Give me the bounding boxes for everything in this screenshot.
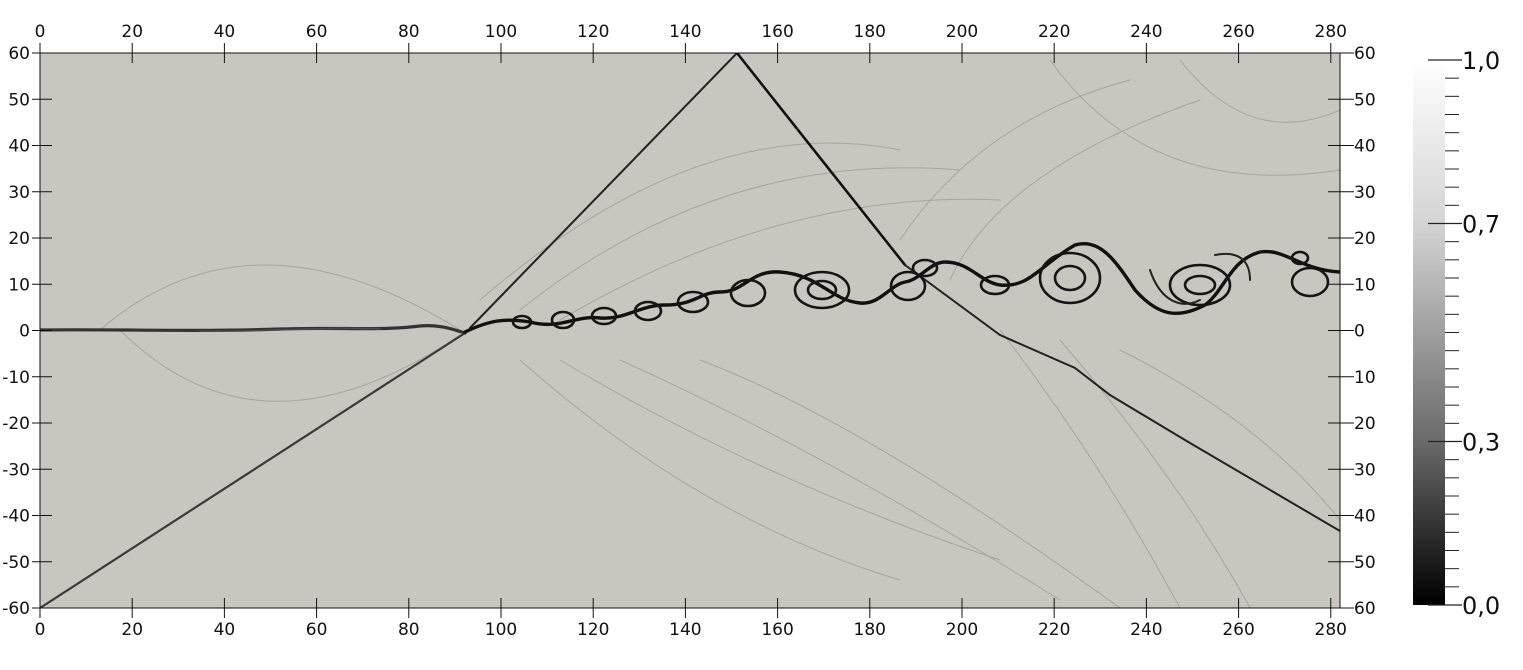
- y-tick-right-label: 0: [1354, 322, 1365, 342]
- y-tick-right-label: 20: [1354, 414, 1376, 434]
- x-tick-top-label: 280: [1315, 22, 1347, 42]
- y-tick-left-label: 20: [8, 229, 30, 249]
- y-tick-right-label: 20: [1354, 229, 1376, 249]
- y-tick-right-label: 10: [1354, 368, 1376, 388]
- y-tick-left-label: -50: [2, 553, 30, 573]
- x-axis-bottom: 0 20 40 60 80 100 120 140 160 180 200 220 240 260 280: [35, 598, 1347, 640]
- x-tick-top-label: 60: [306, 22, 328, 42]
- y-tick-left-label: 30: [8, 183, 30, 203]
- x-tick-bottom-label: 80: [398, 620, 420, 640]
- vortex-street: [463, 242, 1340, 334]
- y-tick-left-label: 60: [8, 44, 30, 64]
- y-tick-left-label: 40: [8, 137, 30, 157]
- x-tick-bottom-label: 220: [1038, 620, 1070, 640]
- colorbar: [1413, 60, 1445, 605]
- x-tick-top-label: 100: [485, 22, 517, 42]
- y-tick-right-label: 30: [1354, 460, 1376, 480]
- x-tick-bottom-label: 280: [1315, 620, 1347, 640]
- x-tick-bottom-label: 140: [669, 620, 701, 640]
- y-tick-left-label: -20: [2, 414, 30, 434]
- y-tick-right-label: 50: [1354, 553, 1376, 573]
- y-tick-left-label: -30: [2, 460, 30, 480]
- y-tick-left-label: 0: [19, 322, 30, 342]
- y-tick-right-label: 40: [1354, 137, 1376, 157]
- x-tick-top-label: 80: [398, 22, 420, 42]
- x-tick-top-label: 140: [669, 22, 701, 42]
- x-tick-bottom-label: 40: [214, 620, 236, 640]
- reflected-shock: [735, 53, 907, 267]
- colorbar-label: 0,0: [1462, 592, 1500, 620]
- colorbar-ticks: 1,0 0,7 0,3 0,0: [1428, 47, 1500, 620]
- flow-features: [40, 53, 1340, 608]
- x-tick-top-label: 160: [761, 22, 793, 42]
- x-tick-bottom-label: 160: [761, 620, 793, 640]
- incident-shock-upper: [469, 53, 738, 329]
- y-tick-right-label: 10: [1354, 275, 1376, 295]
- y-tick-left-label: -10: [2, 368, 30, 388]
- x-tick-bottom-label: 0: [35, 620, 46, 640]
- x-tick-top-label: 260: [1222, 22, 1254, 42]
- x-tick-top-label: 180: [854, 22, 886, 42]
- colorbar-label: 0,3: [1462, 429, 1500, 457]
- x-tick-bottom-label: 20: [121, 620, 143, 640]
- y-tick-right-label: 60: [1354, 44, 1376, 64]
- x-axis-top: 0 20 40 60 80 100 120 140 160 180 200 220 240 260 280: [35, 22, 1347, 63]
- y-tick-right-label: 60: [1354, 599, 1376, 619]
- y-tick-right-label: 40: [1354, 507, 1376, 527]
- y-tick-left-label: 10: [8, 275, 30, 295]
- x-tick-bottom-label: 100: [485, 620, 517, 640]
- x-tick-top-label: 120: [577, 22, 609, 42]
- y-tick-right-label: 30: [1354, 183, 1376, 203]
- y-tick-left-label: -60: [2, 599, 30, 619]
- x-tick-top-label: 240: [1130, 22, 1162, 42]
- x-tick-bottom-label: 180: [854, 620, 886, 640]
- x-tick-bottom-label: 120: [577, 620, 609, 640]
- y-axis-left: 60 50 40 30 20 10 0 -10 -20 -30 -40 -50 -60: [2, 44, 52, 619]
- y-tick-left-label: -40: [2, 507, 30, 527]
- x-tick-top-label: 40: [214, 22, 236, 42]
- x-tick-bottom-label: 200: [946, 620, 978, 640]
- colorbar-label: 0,7: [1462, 211, 1500, 239]
- x-tick-bottom-label: 240: [1130, 620, 1162, 640]
- x-tick-top-label: 0: [35, 22, 46, 42]
- colorbar-label: 1,0: [1462, 47, 1500, 75]
- acoustic-waves: [99, 59, 1340, 608]
- y-axis-right: 60 50 40 30 20 10 0 10 20 30 40 50 60: [1328, 44, 1376, 619]
- x-tick-top-label: 220: [1038, 22, 1070, 42]
- x-tick-top-label: 200: [946, 22, 978, 42]
- transmitted-shock: [904, 264, 1340, 532]
- x-tick-bottom-label: 60: [306, 620, 328, 640]
- incident-shock-lower: [40, 331, 467, 608]
- x-tick-top-label: 20: [121, 22, 143, 42]
- y-tick-left-label: 50: [8, 90, 30, 110]
- y-tick-right-label: 50: [1354, 90, 1376, 110]
- x-tick-bottom-label: 260: [1222, 620, 1254, 640]
- vortex-rolls: [511, 250, 1330, 330]
